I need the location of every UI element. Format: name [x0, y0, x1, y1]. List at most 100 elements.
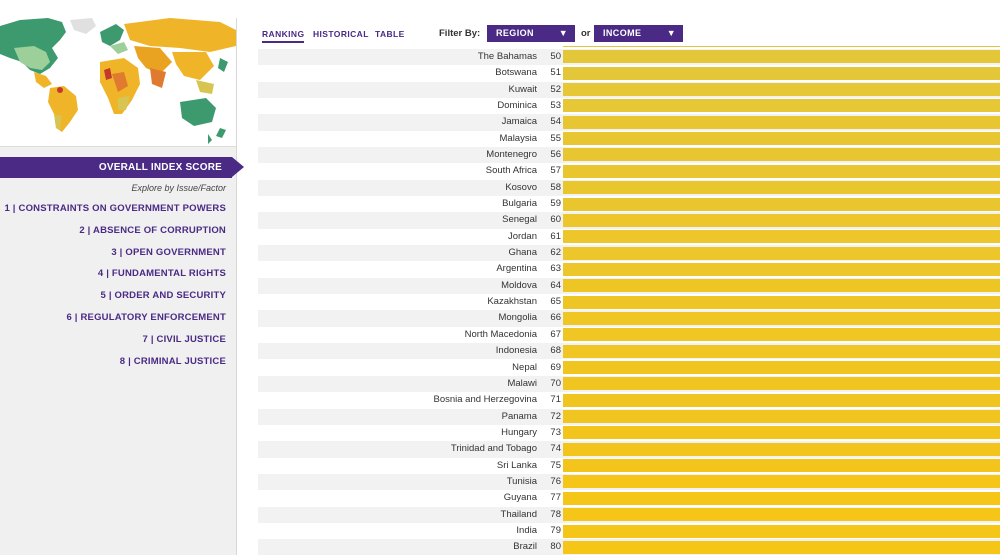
ranking-row[interactable]: Bulgaria590.56 — [258, 196, 1000, 212]
rank-number: 62 — [550, 247, 561, 259]
score-bar[interactable] — [563, 197, 1000, 211]
country-name: Malaysia — [499, 132, 538, 144]
ranking-row[interactable]: Argentina630.55 — [258, 261, 1000, 277]
rank-number: 54 — [550, 116, 561, 128]
ranking-row[interactable]: Montenegro560.57 — [258, 146, 1000, 164]
score-bar[interactable] — [563, 279, 1000, 293]
rank-number: 77 — [550, 492, 561, 504]
score-bar[interactable] — [563, 491, 1000, 505]
ranking-row[interactable]: Kazakhstan650.54 — [258, 294, 1000, 310]
rank-number: 69 — [550, 361, 561, 373]
score-bar[interactable] — [563, 426, 1000, 440]
score-bar[interactable] — [563, 508, 1000, 522]
ranking-row[interactable]: Senegal600.55 — [258, 212, 1000, 229]
country-name: Jordan — [507, 230, 537, 242]
score-bar[interactable] — [563, 246, 1000, 260]
country-name: Kuwait — [508, 83, 537, 95]
ranking-row[interactable]: Malawi700.52 — [258, 375, 1000, 393]
score-bar[interactable] — [563, 524, 1000, 538]
score-bar[interactable] — [563, 295, 1000, 309]
income-dropdown[interactable]: INCOME ▼ — [594, 25, 683, 42]
ranking-row[interactable]: Indonesia680.53 — [258, 343, 1000, 360]
score-bar[interactable] — [563, 83, 1000, 97]
factor-constraints-on-government-powers[interactable]: 1 | CONSTRAINTS ON GOVERNMENT POWERS — [4, 203, 226, 214]
ranking-row[interactable]: Trinidad and Tobago740.51 — [258, 441, 1000, 458]
tab-historical[interactable]: HISTORICAL — [313, 29, 369, 39]
score-bar[interactable] — [563, 344, 1000, 358]
factor-open-government[interactable]: 3 | OPEN GOVERNMENT — [111, 246, 226, 258]
score-bar[interactable] — [563, 115, 1000, 129]
score-bar[interactable] — [563, 475, 1000, 489]
country-name: Botswana — [495, 67, 537, 79]
ranking-row[interactable]: Jamaica540.57 — [258, 114, 1000, 131]
score-bar[interactable] — [563, 66, 1000, 80]
rank-number: 63 — [550, 263, 561, 275]
rank-number: 75 — [550, 459, 561, 471]
region-dropdown[interactable]: REGION ▼ — [487, 25, 575, 42]
score-bar[interactable] — [563, 181, 1000, 195]
score-bar[interactable] — [563, 459, 1000, 473]
score-bar[interactable] — [563, 148, 1000, 162]
score-bar[interactable] — [563, 262, 1000, 276]
ranking-row[interactable]: Panama720.52 — [258, 408, 1000, 425]
rank-number: 50 — [550, 50, 561, 62]
ranking-row[interactable]: Kosovo580.56 — [258, 179, 1000, 196]
factor-criminal-justice[interactable]: 8 | CRIMINAL JUSTICE — [119, 355, 226, 367]
score-bar[interactable] — [563, 442, 1000, 456]
ranking-row[interactable]: South Africa570.56 — [258, 163, 1000, 179]
country-name: Jamaica — [501, 116, 537, 128]
score-bar[interactable] — [563, 311, 1000, 325]
ranking-row[interactable]: Guyana770.50 — [258, 490, 1000, 506]
score-bar[interactable] — [563, 393, 1000, 407]
ranking-chart: Georgia49The Bahamas500.Botswana510.Kuwa… — [237, 40, 1000, 555]
tab-ranking[interactable]: RANKING — [262, 29, 305, 43]
score-bar[interactable] — [563, 132, 1000, 146]
country-name: Moldova — [501, 279, 537, 291]
score-bar[interactable] — [563, 164, 1000, 178]
rank-number: 71 — [550, 394, 561, 406]
ranking-row[interactable]: Sri Lanka750.51 — [258, 458, 1000, 474]
country-name: The Bahamas — [477, 50, 537, 62]
factor-order-and-security[interactable]: 5 | ORDER AND SECURITY — [100, 290, 226, 302]
score-bar[interactable] — [563, 410, 1000, 424]
ranking-row[interactable]: The Bahamas500. — [258, 48, 1000, 66]
score-bar[interactable] — [563, 50, 1000, 64]
ranking-row[interactable]: Hungary730.51 — [258, 425, 1000, 441]
rank-number: 76 — [550, 475, 561, 487]
score-bar[interactable] — [563, 328, 1000, 342]
ranking-row[interactable]: Malaysia550.57 — [258, 131, 1000, 147]
tab-table[interactable]: TABLE — [375, 29, 405, 39]
factor-absence-of-corruption[interactable]: 2 | ABSENCE OF CORRUPTION — [79, 224, 226, 236]
ranking-row[interactable]: Tunisia760.50 — [258, 473, 1000, 491]
ranking-row[interactable]: Nepal690.52 — [258, 360, 1000, 376]
rank-number: 68 — [550, 345, 561, 357]
factor-regulatory-enforcement[interactable]: 6 | REGULATORY ENFORCEMENT — [66, 311, 226, 323]
rank-number: 70 — [550, 377, 561, 389]
ranking-row[interactable]: North Macedonia670.53 — [258, 327, 1000, 343]
rank-number: 52 — [550, 83, 561, 95]
ranking-row[interactable]: Kuwait520.58 — [258, 81, 1000, 98]
ranking-row[interactable]: India790.50 — [258, 523, 1000, 539]
country-name: Trinidad and Tobago — [450, 443, 537, 455]
factor-civil-justice[interactable]: 7 | CIVIL JUSTICE — [142, 333, 226, 345]
country-name: Mongolia — [498, 312, 537, 324]
overall-index-score-tab[interactable]: OVERALL INDEX SCORE — [0, 157, 232, 178]
score-bar[interactable] — [563, 230, 1000, 244]
ranking-row[interactable]: Moldova640.54 — [258, 277, 1000, 295]
ranking-row[interactable]: Jordan610.55 — [258, 229, 1000, 245]
ranking-row[interactable]: Dominica530.58 — [258, 98, 1000, 114]
chevron-down-icon: ▼ — [666, 28, 676, 38]
ranking-row[interactable]: Mongolia660.53 — [258, 310, 1000, 327]
score-bar[interactable] — [563, 99, 1000, 113]
factor-fundamental-rights[interactable]: 4 | FUNDAMENTAL RIGHTS — [97, 268, 226, 280]
ranking-row[interactable]: Brazil800.50 — [258, 539, 1000, 555]
ranking-row[interactable]: Bosnia and Herzegovina710.52 — [258, 392, 1000, 408]
score-bar[interactable] — [563, 540, 1000, 554]
score-bar[interactable] — [563, 213, 1000, 227]
score-bar[interactable] — [563, 361, 1000, 374]
ranking-row[interactable]: Thailand780.50 — [258, 506, 1000, 523]
score-bar[interactable] — [563, 377, 1000, 391]
ranking-row[interactable]: Botswana510. — [258, 65, 1000, 81]
ranking-row[interactable]: Ghana620.55 — [258, 245, 1000, 262]
world-map[interactable] — [0, 18, 236, 147]
